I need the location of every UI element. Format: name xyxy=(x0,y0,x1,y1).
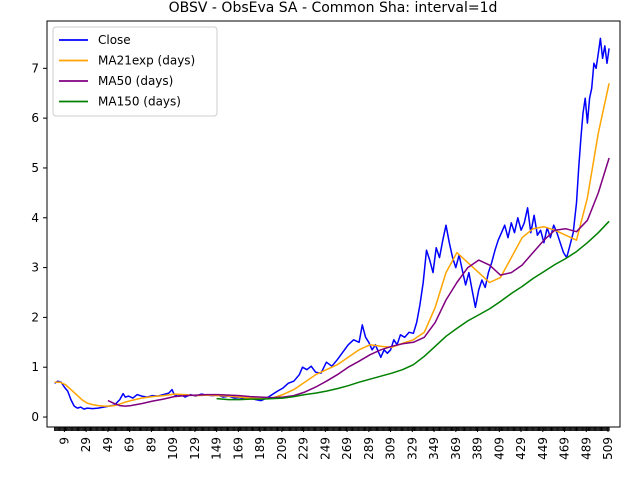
x-tick-label: 29 xyxy=(79,437,93,452)
series-line-3 xyxy=(216,220,610,401)
x-tick-label: 169 xyxy=(231,437,245,460)
y-tick-label: 3 xyxy=(31,261,39,275)
y-tick-label: 0 xyxy=(31,410,39,424)
legend-box xyxy=(52,26,218,117)
y-tick-label: 7 xyxy=(31,61,39,75)
legend-label-2: MA50 (days) xyxy=(98,74,173,88)
x-tick-label: 229 xyxy=(297,437,311,460)
x-tick-label: 429 xyxy=(514,437,528,460)
x-tick-label: 249 xyxy=(318,437,332,460)
legend-label-1: MA21exp (days) xyxy=(98,54,195,68)
x-tick-label: 9 xyxy=(57,437,71,445)
x-tick-label: 129 xyxy=(188,437,202,460)
y-tick-label: 1 xyxy=(31,360,39,374)
x-tick-label: 369 xyxy=(449,437,463,460)
x-tick-label: 189 xyxy=(253,437,267,460)
x-tick-label: 209 xyxy=(275,437,289,460)
series-line-2 xyxy=(107,157,610,407)
legend-label-3: MA150 (days) xyxy=(98,95,181,109)
y-tick-label: 2 xyxy=(31,310,39,324)
x-tick-label: 509 xyxy=(601,437,615,460)
y-tick-label: 5 xyxy=(31,161,39,175)
x-tick-band xyxy=(54,427,610,431)
x-tick-label: 69 xyxy=(123,437,137,452)
x-tick-label: 409 xyxy=(492,437,506,460)
legend: Close MA21exp (days) MA50 (days) MA150 (day… xyxy=(52,26,218,117)
series-line-1 xyxy=(54,83,610,407)
x-tick-label: 49 xyxy=(101,437,115,452)
x-tick-label: 389 xyxy=(471,437,485,460)
x-tick-label: 109 xyxy=(166,437,180,460)
x-tick-label: 469 xyxy=(558,437,572,460)
x-tick-label: 489 xyxy=(579,437,593,460)
x-tick-label: 309 xyxy=(384,437,398,460)
chart-title: OBSV - ObsEva SA - Common Sha: interval=… xyxy=(169,0,498,16)
y-tick-label: 6 xyxy=(31,111,39,125)
x-tick-label: 149 xyxy=(210,437,224,460)
legend-label-0: Close xyxy=(98,33,131,47)
plot-frame xyxy=(46,20,621,428)
x-tick-label: 289 xyxy=(362,437,376,460)
x-tick-label: 449 xyxy=(536,437,550,460)
x-tick-label: 329 xyxy=(405,437,419,460)
x-tick-label: 349 xyxy=(427,437,441,460)
x-tick-label: 269 xyxy=(340,437,354,460)
x-tick-label: 89 xyxy=(144,437,158,452)
y-tick-label: 4 xyxy=(31,211,39,225)
